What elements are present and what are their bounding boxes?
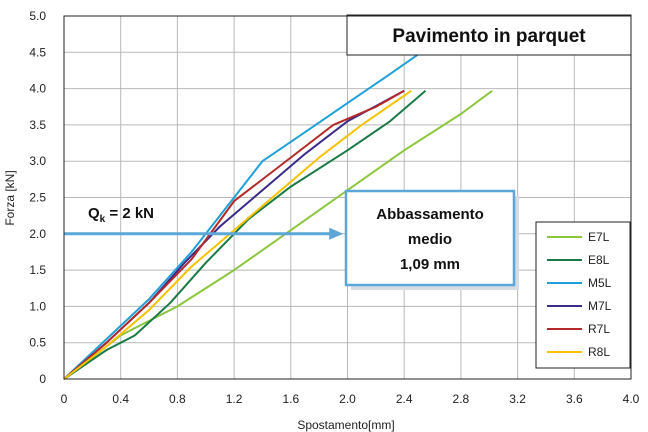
plot-frame bbox=[63, 15, 632, 380]
callout-line-3: 1,09 mm bbox=[400, 256, 460, 273]
legend-label-m7l: M7L bbox=[588, 299, 612, 313]
legend-label-m5l: M5L bbox=[588, 276, 612, 290]
x-tick-label: 2.4 bbox=[396, 392, 413, 406]
legend-frame bbox=[535, 221, 631, 369]
legend-label-e7l: E7L bbox=[588, 230, 610, 244]
series-line-e7l bbox=[63, 89, 493, 380]
y-tick-label: 3.0 bbox=[29, 154, 46, 168]
legend-label-e8l: E8L bbox=[588, 253, 610, 267]
qk-arrowhead bbox=[329, 227, 344, 240]
chart-title-box: Pavimento in parquet bbox=[346, 14, 632, 56]
x-tick-labels: 0 0.4 0.8 1.2 1.6 2.0 2.4 2.8 3.2 3.6 4.0 bbox=[61, 392, 640, 406]
x-tick-label: 0 bbox=[61, 392, 68, 406]
series-line-m5l bbox=[63, 51, 422, 380]
series-line-r7l bbox=[63, 89, 405, 380]
x-axis-label: Spostamento[mm] bbox=[297, 418, 394, 432]
legend-label-r8l: R8L bbox=[588, 345, 610, 359]
x-tick-label: 1.6 bbox=[282, 392, 299, 406]
y-tick-label: 0 bbox=[39, 372, 46, 386]
series-line-r8l bbox=[63, 89, 412, 380]
y-tick-label: 0.5 bbox=[29, 336, 46, 350]
x-tick-label: 4.0 bbox=[623, 392, 640, 406]
y-tick-label: 2.5 bbox=[29, 191, 46, 205]
x-tick-label: 1.2 bbox=[226, 392, 243, 406]
callout-line-1: Abbassamento bbox=[376, 206, 484, 223]
qk-annotation: Qk = 2 kN bbox=[64, 205, 344, 240]
callout-line-2: medio bbox=[408, 231, 452, 248]
mean-deflection-callout: Abbassamento medio 1,09 mm bbox=[344, 189, 519, 290]
y-tick-label: 1.0 bbox=[29, 299, 46, 313]
y-tick-label: 4.0 bbox=[29, 82, 46, 96]
y-tick-labels: 0 0.5 1.0 1.5 2.0 2.5 3.0 3.5 4.0 4.5 5.0 bbox=[29, 9, 46, 386]
y-tick-label: 4.5 bbox=[29, 45, 46, 59]
x-tick-label: 3.2 bbox=[509, 392, 526, 406]
legend: E7L E8L M5L M7L R7L R8L bbox=[535, 221, 631, 369]
legend-label-r7l: R7L bbox=[588, 322, 610, 336]
chart-title: Pavimento in parquet bbox=[392, 26, 586, 47]
qk-label: Qk = 2 kN bbox=[88, 205, 154, 225]
series-lines bbox=[63, 51, 493, 380]
series-line-e8l bbox=[63, 90, 427, 380]
y-tick-label: 3.5 bbox=[29, 118, 46, 132]
y-axis-label: Forza [kN] bbox=[3, 170, 17, 225]
x-tick-label: 3.6 bbox=[566, 392, 583, 406]
x-tick-label: 2.8 bbox=[453, 392, 470, 406]
y-tick-label: 2.0 bbox=[29, 227, 46, 241]
x-tick-label: 0.8 bbox=[169, 392, 186, 406]
y-tick-label: 1.5 bbox=[29, 263, 46, 277]
y-tick-label: 5.0 bbox=[29, 9, 46, 23]
x-tick-label: 0.4 bbox=[112, 392, 129, 406]
x-tick-label: 2.0 bbox=[339, 392, 356, 406]
